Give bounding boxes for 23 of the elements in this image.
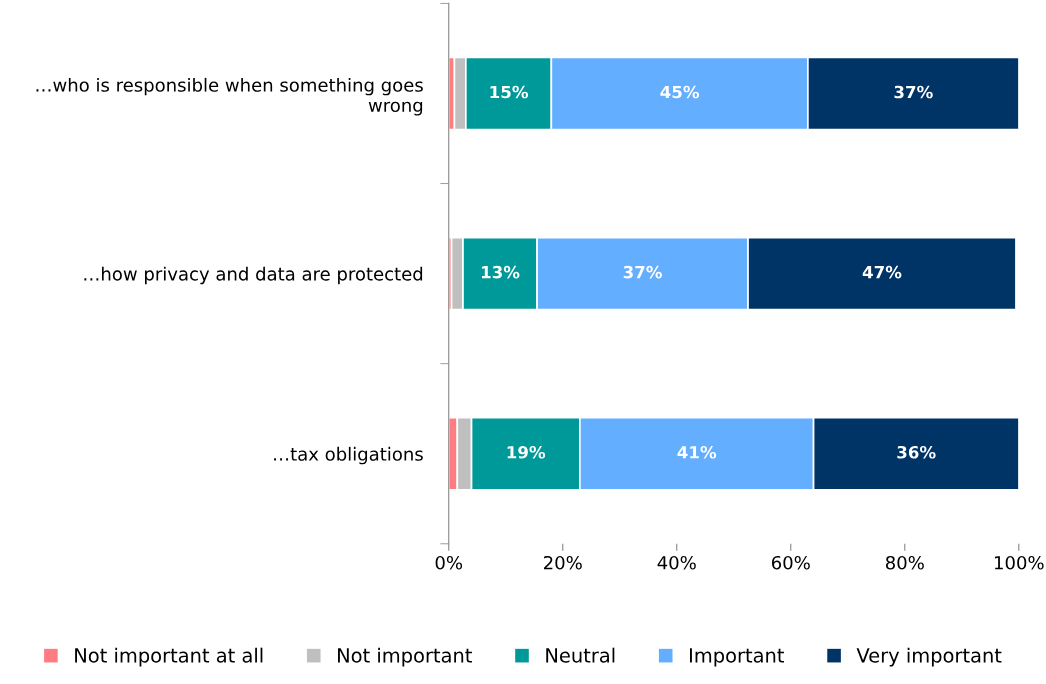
x-tick-label: 100% [994,555,1044,570]
data-label: 13% [481,265,520,279]
data-label: 37% [894,85,933,99]
legend-label: Neutral [546,647,615,663]
data-label: 37% [623,265,662,279]
data-label: 41% [677,445,717,459]
legend-label: Important [689,648,785,667]
data-label: 19% [507,445,546,459]
y-tick-label: …how privacy and data are protected [84,266,423,285]
data-label: 15% [490,85,529,99]
y-tick-label: …who is responsible when something goes wrong [36,77,423,116]
legend-label: Not important at all [75,647,263,667]
x-tick-label: 20% [544,555,582,570]
data-label: 47% [862,265,902,279]
x-tick-label: 0% [435,555,463,570]
x-tick-label: 80% [885,555,924,570]
y-tick-label: …tax obligations [274,446,423,465]
legend-label: Not important [338,647,472,667]
x-tick-label: 40% [657,555,696,570]
data-label: 45% [660,85,700,99]
legend-label: Very important [856,647,1002,667]
data-label: 36% [897,445,936,459]
x-tick-label: 60% [771,555,810,570]
